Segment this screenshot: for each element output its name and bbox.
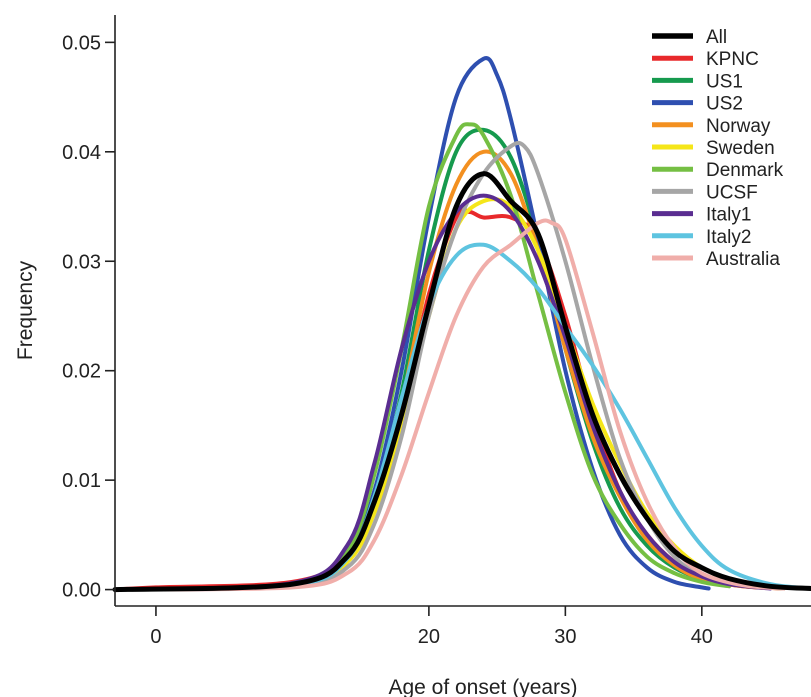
- legend: AllKPNCUS1US2NorwaySwedenDenmarkUCSFItal…: [652, 27, 784, 270]
- legend-label: Sweden: [706, 138, 775, 159]
- y-tick-label: 0.00: [62, 580, 101, 602]
- y-ticks: 0.00 0.01 0.02 0.03 0.04 0.05: [62, 32, 115, 601]
- legend-label: Denmark: [706, 160, 784, 181]
- x-tick-label: 40: [691, 626, 713, 648]
- x-tick-label: 0: [150, 626, 161, 648]
- y-tick-label: 0.05: [62, 32, 101, 54]
- legend-label: Italy2: [706, 227, 751, 248]
- y-axis-label: Frequency: [14, 260, 37, 360]
- series-line-italy2: [115, 245, 811, 590]
- legend-label: All: [706, 27, 727, 48]
- legend-label: KPNC: [706, 49, 759, 70]
- y-tick-label: 0.04: [62, 142, 101, 164]
- y-tick-label: 0.03: [62, 251, 101, 273]
- x-axis-label: Age of onset (years): [388, 676, 577, 697]
- legend-label: US2: [706, 94, 743, 115]
- series-line-australia: [115, 221, 784, 590]
- x-tick-label: 30: [554, 626, 576, 648]
- x-tick-label: 20: [418, 626, 440, 648]
- legend-label: UCSF: [706, 182, 758, 203]
- x-ticks: 0 20 30 40: [150, 606, 713, 648]
- y-tick-label: 0.01: [62, 470, 101, 492]
- legend-label: US1: [706, 71, 743, 92]
- legend-label: Italy1: [706, 205, 751, 226]
- legend-label: Norway: [706, 116, 771, 137]
- legend-label: Australia: [706, 249, 780, 270]
- y-tick-label: 0.02: [62, 361, 101, 383]
